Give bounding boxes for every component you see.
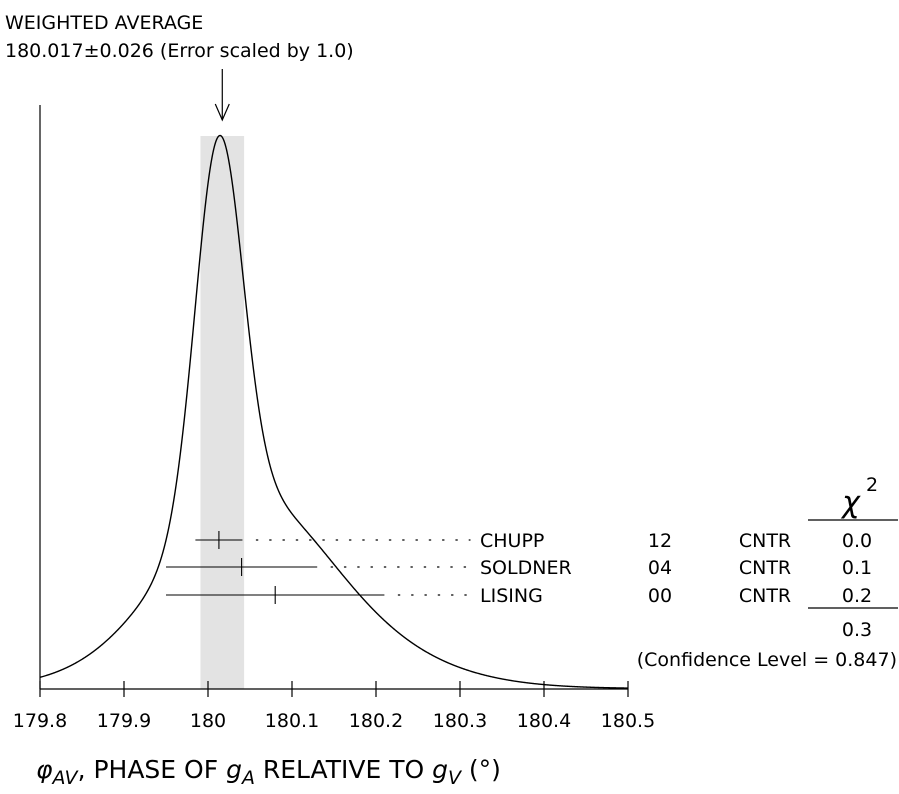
measurement-chi2: 0.2 [842,585,872,607]
measurement-year: 12 [648,530,672,552]
measurement-year: 00 [648,585,672,607]
measurement-technique: CNTR [739,585,791,607]
measurement-name: CHUPP [480,530,544,552]
chart-subtitle: 180.017±0.026 (Error scaled by 1.0) [5,40,354,62]
x-tick-label: 180.2 [349,710,403,732]
x-axis-label: φAV, PHASE OF gA RELATIVE TO gV (°) [36,755,501,789]
chart-title: WEIGHTED AVERAGE [5,12,203,34]
confidence-level: (Confidence Level = 0.847) [637,649,897,671]
measurement-year: 04 [648,557,672,579]
measurement-name: SOLDNER [480,557,572,579]
measurement-chi2: 0.0 [842,530,872,552]
chi2-superscript: 2 [866,474,878,496]
measurement-name: LISING [480,585,543,607]
measurement-technique: CNTR [739,530,791,552]
chi2-header: χ [840,485,861,520]
measurement-chi2: 0.1 [842,557,872,579]
x-tick-label: 180 [190,710,226,732]
x-tick-label: 180.1 [265,710,319,732]
measurement-technique: CNTR [739,557,791,579]
x-tick-label: 179.9 [97,710,151,732]
average-error-band [200,136,245,689]
x-tick-label: 180.3 [433,710,487,732]
x-tick-label: 180.5 [601,710,655,732]
chi2-total: 0.3 [842,619,872,641]
ideogram-curve [39,134,629,689]
x-tick-label: 179.8 [13,710,67,732]
average-arrow-head [214,103,230,122]
x-tick-label: 180.4 [517,710,571,732]
